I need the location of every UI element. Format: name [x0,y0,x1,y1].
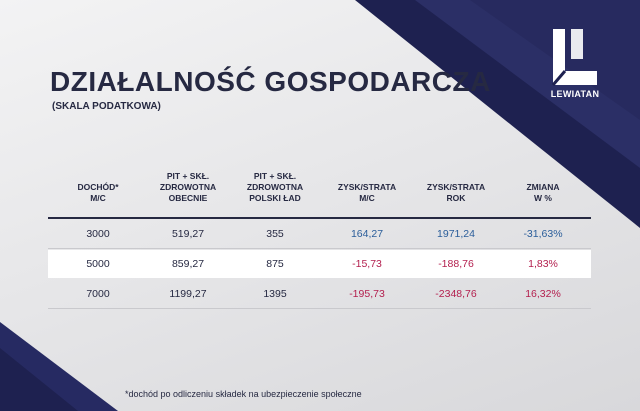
row-divider [48,308,591,309]
table-cell: -31,63% [523,228,563,240]
column-header-line: ZYSK/STRATA [337,182,397,192]
table-cell: 1199,27 [169,288,207,300]
table-cell: 5000 [86,258,110,270]
table-row: 3000 519,27 355 164,27 1971,24 -31,63% [48,220,591,248]
column-header-line: PIT + SKŁ. [166,171,210,181]
table-cell: 1971,24 [437,228,475,240]
lewiatan-logo-icon [551,29,597,86]
column-header-line: POLSKI ŁAD [249,193,301,203]
table-row: 7000 1199,27 1395 -195,73 -2348,76 16,32% [48,280,591,308]
footnote: *dochód po odliczeniu składek na ubezpie… [125,389,362,399]
column-header-line: ROK [446,193,466,203]
column-header-line: W % [534,193,552,203]
page-title: DZIAŁALNOŚĆ GOSPODARCZA [50,66,491,97]
column-header: ZMIANA W % [500,182,586,204]
page-subtitle: (SKALA PODATKOWA) [52,101,161,112]
column-header-line: ZYSK/STRATA [426,182,486,192]
column-header: PIT + SKŁ. ZDROWOTNA POLSKI ŁAD [232,171,318,204]
table-cell: 1,83% [528,258,558,270]
table-cell: 875 [266,258,284,270]
header-divider [48,217,591,219]
table-cell: 355 [266,228,284,240]
table-cell: -15,73 [352,258,382,270]
column-header: ZYSK/STRATA M/C [324,182,410,204]
table-cell: 164,27 [350,228,384,240]
column-header-line: ZMIANA [526,182,560,192]
table-cell: 16,32% [525,288,561,300]
column-header-line: ZDROWOTNA [246,182,304,192]
column-header: ZYSK/STRATA ROK [413,182,499,204]
logo-label: LEWIATAN [550,89,600,99]
table-cell: 519,27 [171,228,205,240]
column-header-line: OBECNIE [168,193,208,203]
table-cell: 1395 [263,288,287,300]
table-row: 5000 859,27 875 -15,73 -188,76 1,83% [48,250,591,278]
column-header-line: M/C [359,193,375,203]
table-cell: 7000 [86,288,110,300]
table-cell: 859,27 [171,258,205,270]
column-header-line: ZDROWOTNA [159,182,217,192]
column-header-line: DOCHÓD* [77,182,119,192]
table-cell: -188,76 [438,258,474,270]
column-header-line: M/C [90,193,106,203]
table-cell: -2348,76 [435,288,477,300]
row-divider [48,248,591,249]
column-header-line: PIT + SKŁ. [253,171,297,181]
column-header: DOCHÓD* M/C [55,182,141,204]
table-cell: -195,73 [349,288,385,300]
table-cell: 3000 [86,228,110,240]
column-header: PIT + SKŁ. ZDROWOTNA OBECNIE [145,171,231,204]
